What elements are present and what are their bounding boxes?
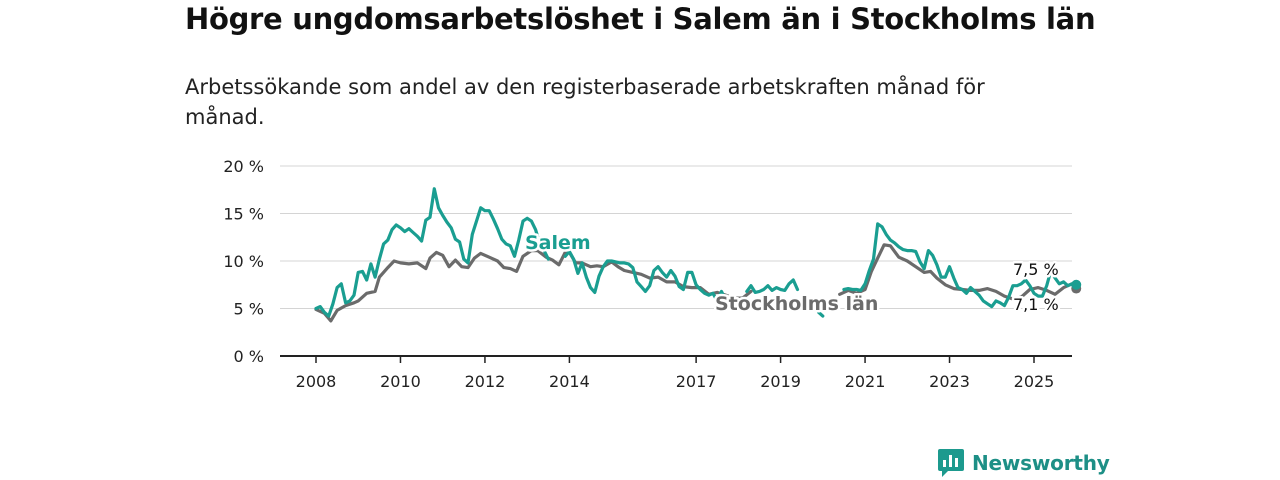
- y-tick-label: 10 %: [223, 252, 264, 271]
- x-axis-ticks: 2008 2010 2012 2014 2017 2019 2021 2023 2025: [296, 356, 1055, 391]
- x-tick-label: 2012: [465, 372, 506, 391]
- series-label-stockholm: Stockholms län: [715, 293, 878, 315]
- x-tick-label: 2021: [845, 372, 886, 391]
- series-line-salem: [817, 310, 825, 318]
- y-tick-label: 15 %: [223, 205, 264, 224]
- brand-name: Newsworthy: [972, 451, 1110, 475]
- series-line-stockholm: [314, 249, 753, 323]
- gridlines: [280, 165, 1072, 357]
- chart-title: Högre ungdomsarbetslöshet i Salem än i S…: [185, 2, 1096, 36]
- series-label-salem: Salem: [525, 232, 591, 254]
- x-tick-label: 2017: [676, 372, 717, 391]
- series-labels: Salem Stockholms län 7,5 % 7,1 %: [523, 230, 1062, 318]
- series-line-salem: [842, 222, 1078, 309]
- chart-subtitle: Arbetssökande som andel av den registerb…: [185, 75, 985, 129]
- x-tick-label: 2025: [1014, 372, 1055, 391]
- series-line-salem: [563, 249, 732, 306]
- newsworthy-chart-icon: [938, 449, 964, 477]
- end-value-stockholm: 7,1 %: [1013, 295, 1059, 314]
- end-value-salem: 7,5 %: [1013, 260, 1059, 279]
- x-tick-label: 2014: [549, 372, 590, 391]
- series-line-stockholm: [838, 243, 1078, 301]
- series-line-salem: [745, 278, 800, 294]
- x-tick-label: 2010: [380, 372, 421, 391]
- y-tick-label: 20 %: [223, 157, 264, 176]
- y-tick-label: 5 %: [234, 300, 264, 319]
- y-tick-label: 0 %: [234, 347, 264, 366]
- x-tick-label: 2023: [929, 372, 970, 391]
- series-lines: [314, 187, 1082, 323]
- newsworthy-logo[interactable]: Newsworthy: [938, 448, 1110, 478]
- series-line-salem: [314, 187, 550, 318]
- series-end-marker: [1071, 279, 1082, 290]
- y-axis-ticks: 0 % 5 % 10 % 15 % 20 %: [223, 157, 264, 366]
- x-tick-label: 2019: [760, 372, 801, 391]
- x-tick-label: 2008: [296, 372, 337, 391]
